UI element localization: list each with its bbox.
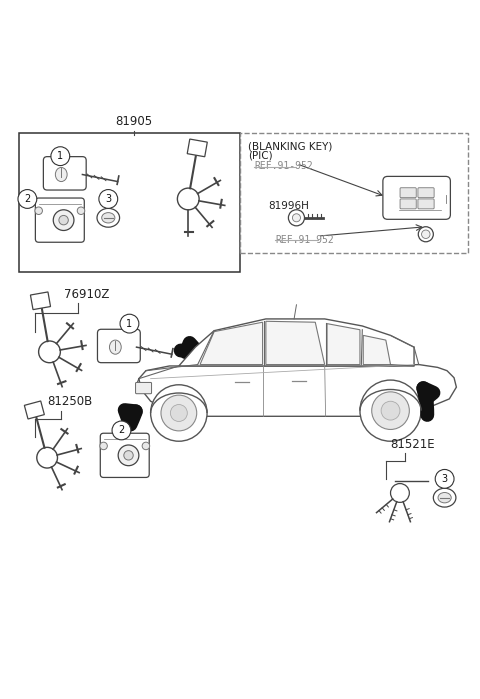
Circle shape [435,470,454,489]
FancyBboxPatch shape [400,188,416,198]
Circle shape [35,207,42,215]
Text: REF.91-952: REF.91-952 [275,235,334,245]
Ellipse shape [438,493,451,503]
Text: (BLANKING KEY): (BLANKING KEY) [249,142,333,152]
Circle shape [170,405,187,421]
Text: 81996H: 81996H [268,201,309,211]
Circle shape [292,214,300,222]
Circle shape [124,451,133,460]
Polygon shape [30,292,50,310]
Bar [19,133,240,272]
Text: 81905: 81905 [116,115,153,129]
Text: 76910Z: 76910Z [63,288,109,301]
Polygon shape [363,336,391,365]
Ellipse shape [109,340,121,354]
Circle shape [381,401,400,420]
Text: 1: 1 [57,151,63,161]
Bar [240,133,468,253]
Circle shape [59,215,68,225]
Circle shape [53,210,74,231]
Text: 2: 2 [24,194,31,204]
Circle shape [360,380,421,441]
Circle shape [161,395,197,431]
Circle shape [372,392,409,429]
Circle shape [100,442,108,449]
Circle shape [120,315,139,333]
Circle shape [112,421,131,440]
Ellipse shape [97,208,120,227]
Polygon shape [179,319,414,366]
Circle shape [151,384,207,441]
Polygon shape [200,322,263,365]
Text: 1: 1 [126,319,132,329]
Text: 3: 3 [442,474,448,484]
Circle shape [18,189,37,208]
Circle shape [418,226,433,242]
FancyBboxPatch shape [43,157,86,190]
Circle shape [118,445,139,466]
Polygon shape [187,139,207,157]
FancyBboxPatch shape [383,176,450,219]
Circle shape [51,147,70,166]
Ellipse shape [102,212,115,223]
Text: 81521E: 81521E [391,438,435,451]
Polygon shape [139,365,456,417]
FancyBboxPatch shape [100,433,149,477]
Ellipse shape [433,489,456,507]
FancyBboxPatch shape [418,188,434,198]
Circle shape [77,207,85,215]
FancyBboxPatch shape [36,198,84,243]
FancyBboxPatch shape [400,199,416,209]
Circle shape [142,442,150,449]
Text: REF.91-952: REF.91-952 [254,161,313,171]
Text: 3: 3 [105,194,111,204]
FancyBboxPatch shape [135,382,152,394]
FancyBboxPatch shape [97,329,140,363]
Text: 2: 2 [119,426,125,435]
Polygon shape [327,324,360,365]
Text: (PIC): (PIC) [249,151,273,161]
FancyBboxPatch shape [418,199,434,209]
Polygon shape [266,322,324,365]
Circle shape [99,189,118,208]
Ellipse shape [55,168,67,182]
Circle shape [421,230,430,238]
Circle shape [288,210,304,226]
Polygon shape [24,401,44,419]
Text: 81250B: 81250B [47,396,92,408]
